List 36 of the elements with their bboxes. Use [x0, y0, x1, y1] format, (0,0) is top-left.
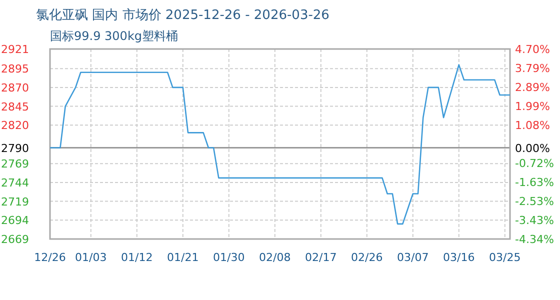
y-tick-label: 2820: [1, 119, 29, 132]
chart-subtitle: 国标99.9 300kg塑料桶: [50, 29, 178, 43]
y2-tick-label: -1.63%: [515, 176, 554, 190]
x-tick-label: 01/12: [121, 251, 153, 264]
x-tick-label: 02/17: [305, 251, 337, 264]
x-tick-label: 01/03: [75, 251, 107, 264]
chart-title: 氯化亚砜 国内 市场价 2025-12-26 - 2026-03-26: [36, 8, 330, 23]
y-tick-label: 2694: [1, 214, 29, 228]
y-tick-label: 2719: [1, 195, 29, 208]
y2-tick-label: 1.08%: [515, 119, 550, 132]
y2-tick-label: 1.99%: [515, 100, 550, 113]
x-tick-label: 01/30: [213, 251, 245, 264]
y-tick-label: 2669: [1, 233, 29, 246]
y-tick-label: 2769: [1, 158, 29, 171]
y2-tick-label: -4.34%: [515, 233, 554, 246]
line-series: [49, 64, 511, 225]
x-tick-label: 01/21: [167, 251, 199, 264]
x-tick-label: 02/26: [351, 251, 383, 264]
y2-tick-label: -2.53%: [515, 194, 554, 208]
x-tick-label: 03/07: [397, 251, 429, 264]
y2-tick-label: 0.00%: [515, 142, 550, 155]
y-tick-label: 2921: [1, 43, 29, 56]
y-tick-label: 2744: [1, 176, 29, 190]
y-tick-label: 2895: [1, 62, 29, 76]
y-tick-label: 2845: [1, 100, 29, 114]
x-tick-label: 02/08: [259, 251, 291, 264]
y2-tick-label: -0.72%: [515, 156, 554, 170]
y2-tick-label: 2.89%: [515, 81, 550, 94]
y2-tick-label: 4.70%: [515, 43, 550, 56]
y2-tick-label: 3.79%: [515, 62, 550, 76]
x-tick-label: 03/16: [443, 251, 475, 264]
y2-tick-label: -3.43%: [515, 214, 554, 227]
y-tick-label: 2870: [1, 81, 29, 94]
x-tick-label: 12/26: [34, 251, 66, 264]
y-tick-label: 2790: [1, 142, 29, 155]
x-tick-label: 03/25: [489, 251, 521, 264]
